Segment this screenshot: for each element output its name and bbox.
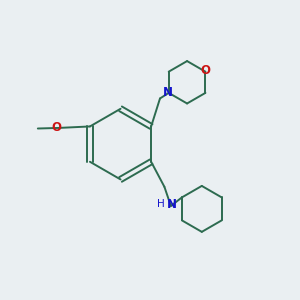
Text: O: O [52, 122, 62, 134]
Text: H: H [157, 200, 164, 209]
Text: N: N [163, 86, 172, 99]
Text: N: N [167, 198, 176, 211]
Text: O: O [200, 64, 210, 77]
